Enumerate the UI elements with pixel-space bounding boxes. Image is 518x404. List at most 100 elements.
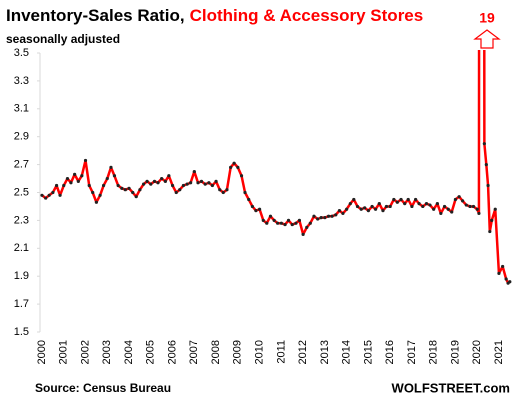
data-point (47, 193, 51, 197)
x-tick-label: 2005 (145, 340, 157, 364)
data-point (424, 202, 429, 206)
x-tick-label: 2019 (449, 340, 461, 364)
data-point (301, 232, 305, 236)
data-point (399, 197, 403, 202)
data-point (272, 218, 276, 222)
data-point (156, 181, 160, 185)
data-point (482, 142, 486, 146)
data-point (461, 199, 465, 203)
x-tick-label: 2000 (36, 340, 48, 364)
data-point (363, 206, 367, 210)
data-point (290, 222, 294, 227)
data-point (428, 203, 432, 207)
data-point (442, 204, 447, 209)
data-point (421, 204, 425, 209)
data-point (334, 213, 338, 217)
x-tick-label: 2004 (123, 340, 135, 364)
data-point (120, 186, 124, 190)
data-point (493, 207, 497, 211)
x-tick-label: 2008 (210, 340, 222, 364)
y-tick-label: 1.9 (14, 270, 29, 282)
data-point (196, 181, 200, 185)
data-point (73, 172, 77, 176)
data-point (395, 200, 399, 204)
plot-area (40, 50, 512, 285)
data-point (279, 221, 283, 225)
data-point (268, 214, 273, 218)
data-point (330, 214, 334, 218)
data-point (123, 188, 127, 192)
data-point (352, 197, 356, 202)
data-point (229, 165, 233, 169)
data-point (486, 183, 490, 188)
title-part: Inventory-Sales Ratio, (6, 6, 185, 25)
data-point (504, 277, 508, 281)
annotation-arrow (473, 29, 501, 49)
x-tick-label: 2012 (297, 340, 309, 364)
data-point (76, 179, 80, 183)
annotation: 19 (479, 10, 495, 26)
data-point (265, 221, 269, 225)
data-point (109, 165, 113, 169)
data-point (464, 203, 468, 207)
data-point (286, 218, 291, 222)
title-part: Clothing & Accessory Stores (190, 6, 424, 25)
data-point (65, 176, 70, 181)
y-tick-label: 2.9 (14, 131, 29, 143)
x-tick-label: 2010 (253, 340, 265, 364)
data-point (127, 186, 131, 190)
data-point (410, 204, 414, 209)
data-point (98, 193, 102, 197)
y-tick-label: 3.3 (14, 75, 29, 87)
data-point (83, 158, 88, 163)
data-point (450, 210, 454, 214)
x-tick-label: 2011 (275, 340, 287, 364)
x-tick-label: 2015 (362, 340, 374, 364)
data-point (247, 197, 251, 202)
data-point (116, 183, 120, 188)
y-tick-label: 1.5 (14, 326, 29, 338)
y-tick-label: 1.7 (14, 298, 29, 310)
data-point (384, 204, 389, 209)
data-point (359, 207, 363, 211)
data-point (439, 211, 443, 216)
data-point (80, 174, 84, 178)
data-point (142, 182, 146, 186)
data-point (477, 211, 481, 216)
y-tick-label: 2.3 (14, 214, 29, 226)
data-point (149, 182, 153, 186)
source: Source: Census Bureau (35, 381, 171, 395)
data-point (221, 190, 225, 195)
data-point (170, 183, 175, 188)
chart-title: Inventory-Sales Ratio, Clothing & Accesso… (6, 6, 423, 25)
x-tick-label: 2007 (188, 340, 200, 364)
data-point (319, 216, 323, 220)
data-point (178, 188, 182, 192)
data-point (326, 214, 331, 218)
data-point (134, 195, 138, 199)
data-point (181, 183, 186, 188)
data-point (257, 207, 262, 211)
data-point (87, 183, 91, 188)
data-point (152, 179, 157, 183)
data-point (355, 204, 360, 209)
data-point (91, 190, 95, 195)
data-point (308, 221, 312, 225)
data-point (54, 183, 59, 188)
data-point (131, 190, 135, 195)
data-point (366, 209, 370, 213)
data-point (348, 202, 352, 206)
data-point (468, 204, 472, 209)
y-tick-label: 3.1 (14, 103, 29, 115)
data-point (312, 214, 316, 218)
data-point (51, 190, 55, 195)
data-point (94, 200, 98, 204)
data-point (457, 195, 461, 199)
data-point (254, 209, 258, 213)
x-tick-label: 2016 (384, 340, 396, 364)
x-tick-label: 2014 (341, 340, 353, 364)
data-point (167, 174, 171, 178)
data-point (62, 183, 66, 188)
data-point (112, 174, 117, 178)
